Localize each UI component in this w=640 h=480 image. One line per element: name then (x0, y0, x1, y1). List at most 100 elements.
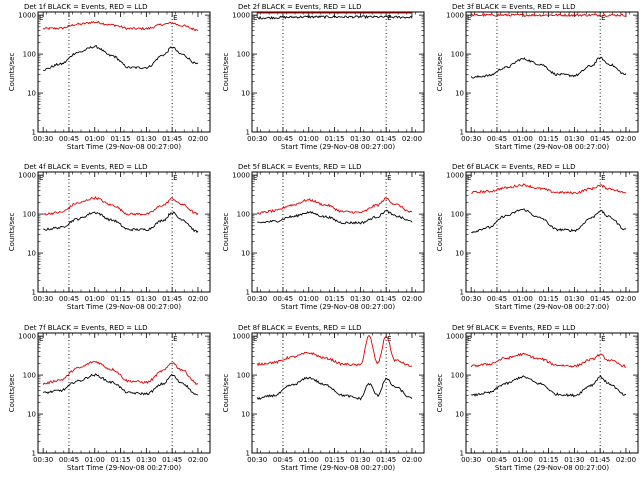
y-axis-label: Counts/sec (436, 53, 444, 92)
y-tick-label: 100 (237, 211, 250, 219)
x-tick-label: 00:30 (33, 295, 53, 303)
x-tick-label: 01:00 (299, 135, 319, 143)
series-line-red (42, 20, 199, 32)
y-tick-label: 1000 (446, 12, 464, 20)
series-line-black (256, 376, 413, 401)
eclipse-marker: E (601, 335, 605, 343)
series-line-black (43, 373, 199, 396)
x-tick-label: 00:45 (273, 295, 293, 303)
chart-title: Det 2f BLACK = Events, RED = LLD (238, 3, 361, 11)
x-tick-label: 02:00 (616, 456, 636, 464)
x-tick-label: 01:45 (590, 135, 610, 143)
x-tick-label: 01:30 (136, 135, 156, 143)
y-tick-label: 100 (23, 372, 36, 380)
y-tick-label: 1000 (18, 172, 36, 180)
series-line-red (43, 195, 199, 216)
series-line-black (257, 14, 413, 20)
x-tick-label: 01:15 (538, 456, 558, 464)
x-axis-label: Start Time (29-Nov-08 00:27:00) (67, 464, 181, 472)
x-tick-label: 01:15 (110, 456, 130, 464)
x-tick-label: 01:30 (136, 295, 156, 303)
y-tick-label: 100 (23, 51, 36, 59)
series-line-red (471, 13, 627, 18)
y-tick-label: 10 (241, 411, 250, 419)
eclipse-marker: E (173, 14, 177, 22)
x-tick-label: 00:30 (247, 456, 267, 464)
series-line-red (256, 197, 413, 215)
x-tick-label: 01:15 (538, 295, 558, 303)
series-line-red (470, 352, 627, 368)
x-tick-label: 01:45 (162, 456, 182, 464)
y-tick-label: 1 (32, 450, 36, 458)
x-tick-label: 00:45 (59, 295, 79, 303)
eclipse-marker: E (253, 174, 257, 182)
y-axis-label: Counts/sec (8, 374, 16, 413)
x-axis-label: Start Time (29-Nov-08 00:27:00) (67, 303, 181, 311)
eclipse-marker: E (601, 14, 605, 22)
chart-title: Det 9f BLACK = Events, RED = LLD (452, 324, 575, 332)
chart-panel-8: Det 8f BLACK = Events, RED = LLD 1 10 100 10… (222, 324, 425, 472)
x-tick-label: 00:45 (59, 456, 79, 464)
y-tick-label: 100 (451, 372, 464, 380)
eclipse-marker: E (387, 14, 391, 22)
x-tick-label: 01:00 (513, 456, 533, 464)
chart-panel-6: Det 6f BLACK = Events, RED = LLD 1 10 100 10… (436, 163, 639, 311)
x-axis-label: Start Time (29-Nov-08 00:27:00) (281, 464, 395, 472)
x-axis-label: Start Time (29-Nov-08 00:27:00) (495, 303, 609, 311)
x-tick-label: 00:30 (461, 456, 481, 464)
x-tick-label: 01:30 (564, 135, 584, 143)
x-tick-label: 01:00 (299, 295, 319, 303)
y-tick-label: 1 (246, 289, 250, 297)
eclipse-marker: E (39, 335, 43, 343)
series-line-red (42, 360, 199, 386)
chart-title: Det 3f BLACK = Events, RED = LLD (452, 3, 575, 11)
x-axis-label: Start Time (29-Nov-08 00:27:00) (495, 464, 609, 472)
y-tick-label: 1 (460, 450, 464, 458)
eclipse-marker: E (253, 14, 257, 22)
x-tick-label: 01:45 (376, 295, 396, 303)
x-tick-label: 00:30 (33, 135, 53, 143)
y-tick-label: 1000 (18, 12, 36, 20)
eclipse-marker: E (39, 14, 43, 22)
chart-title: Det 4f BLACK = Events, RED = LLD (24, 163, 147, 171)
y-tick-label: 10 (241, 250, 250, 258)
chart-title: Det 1f BLACK = Events, RED = LLD (24, 3, 147, 11)
x-tick-label: 02:00 (616, 135, 636, 143)
y-axis-label: Counts/sec (436, 374, 444, 413)
x-tick-label: 01:30 (350, 456, 370, 464)
eclipse-marker: E (387, 174, 391, 182)
x-tick-label: 01:15 (324, 135, 344, 143)
x-tick-label: 00:45 (273, 135, 293, 143)
x-tick-label: 02:00 (402, 295, 422, 303)
chart-panel-4: Det 4f BLACK = Events, RED = LLD 1 10 100 10… (8, 163, 211, 311)
y-tick-label: 100 (23, 211, 36, 219)
y-tick-label: 1000 (232, 333, 250, 341)
y-tick-label: 10 (241, 90, 250, 98)
series-line-black (43, 45, 199, 71)
plot-frame (465, 332, 639, 454)
y-tick-label: 10 (27, 90, 36, 98)
x-tick-label: 00:30 (33, 456, 53, 464)
eclipse-marker: E (39, 174, 43, 182)
x-axis-label: Start Time (29-Nov-08 00:27:00) (67, 143, 181, 151)
plot-frame (465, 171, 639, 293)
x-tick-label: 00:45 (59, 135, 79, 143)
x-tick-label: 01:15 (538, 135, 558, 143)
y-tick-label: 10 (455, 90, 464, 98)
y-tick-label: 10 (455, 411, 464, 419)
x-tick-label: 01:30 (564, 295, 584, 303)
y-tick-label: 1000 (446, 333, 464, 341)
eclipse-marker: E (467, 174, 471, 182)
eclipse-marker: E (387, 335, 391, 343)
plot-frame (37, 332, 211, 454)
plot-frame (37, 171, 211, 293)
y-tick-label: 1000 (232, 12, 250, 20)
x-tick-label: 01:45 (162, 135, 182, 143)
y-axis-label: Counts/sec (8, 53, 16, 92)
chart-title: Det 8f BLACK = Events, RED = LLD (238, 324, 361, 332)
chart-title: Det 5f BLACK = Events, RED = LLD (238, 163, 361, 171)
x-tick-label: 02:00 (188, 135, 208, 143)
y-tick-label: 100 (451, 211, 464, 219)
x-tick-label: 00:30 (461, 135, 481, 143)
x-tick-label: 01:15 (324, 456, 344, 464)
